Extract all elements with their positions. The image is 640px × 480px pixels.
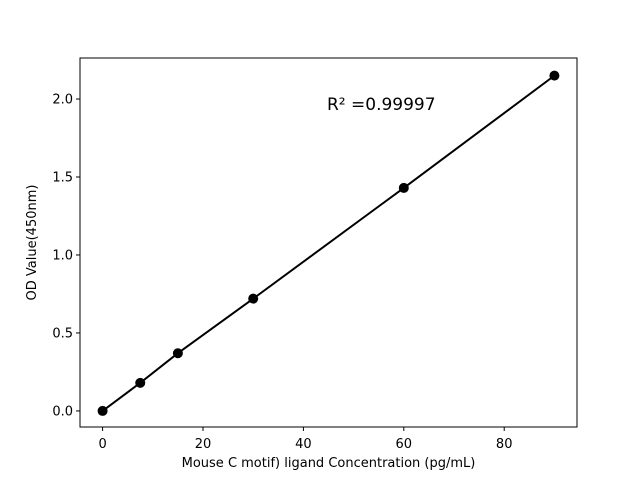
- y-tick-label: 0.0: [52, 404, 73, 419]
- y-tick-label: 1.0: [52, 248, 73, 263]
- x-tick-label: 20: [195, 437, 212, 452]
- y-tick-label: 1.5: [52, 170, 73, 185]
- data-point-marker: [549, 70, 560, 81]
- x-tick-label: 60: [396, 437, 413, 452]
- x-tick-label: 80: [496, 437, 513, 452]
- data-point-marker: [135, 377, 146, 388]
- data-point-marker: [248, 293, 259, 304]
- data-point-marker: [172, 348, 183, 359]
- y-tick-label: 2.0: [52, 93, 73, 108]
- y-axis-label: OD Value(450nm): [25, 185, 40, 301]
- x-tick-label: 0: [98, 437, 106, 452]
- x-axis-label: Mouse C motif) ligand Concentration (pg/…: [182, 456, 476, 471]
- fit-line: [101, 74, 556, 412]
- axes-frame: [79, 57, 578, 428]
- x-tick-label: 40: [295, 437, 312, 452]
- chart-axes-and-series: 0 20 40 60 80 0.0 0.5 1.0 1.5 2.0: [52, 57, 578, 452]
- data-point-marker: [398, 182, 409, 193]
- r-squared-annotation: R² =0.99997: [327, 95, 436, 115]
- data-point-marker: [97, 405, 108, 416]
- y-tick-label: 0.5: [52, 326, 73, 341]
